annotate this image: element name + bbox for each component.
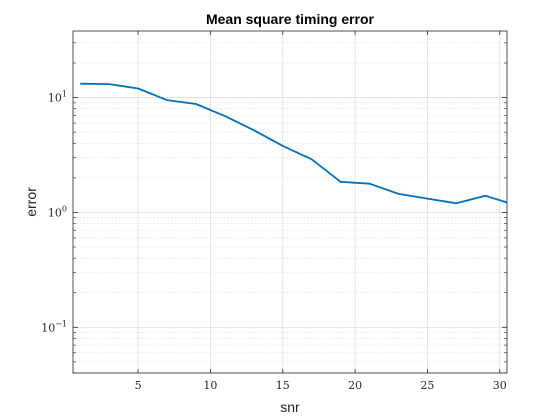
x-axis-ticks: 5 10 15 20 25 30 [135, 31, 507, 392]
y-tick-label: 100 [48, 204, 67, 219]
series-layer [80, 82, 508, 205]
x-tick-label: 5 [135, 379, 142, 392]
minor-grid [73, 42, 507, 374]
x-tick-label: 30 [493, 379, 507, 392]
y-tick-label: 101 [48, 90, 67, 105]
chart-title: Mean square timing error [206, 11, 375, 27]
series-line [80, 82, 508, 205]
x-axis-label: snr [280, 399, 300, 415]
x-tick-label: 20 [348, 379, 362, 392]
y-axis-label: error [23, 187, 39, 217]
plot-area [73, 31, 507, 373]
plot-box [72, 30, 508, 374]
major-grid [73, 31, 507, 373]
y-tick-label: 10−1 [41, 319, 67, 334]
x-tick-label: 15 [276, 379, 290, 392]
x-tick-label: 10 [203, 379, 217, 392]
y-axis-ticks: 10−1 100 101 [41, 42, 507, 374]
x-tick-label: 25 [420, 379, 434, 392]
